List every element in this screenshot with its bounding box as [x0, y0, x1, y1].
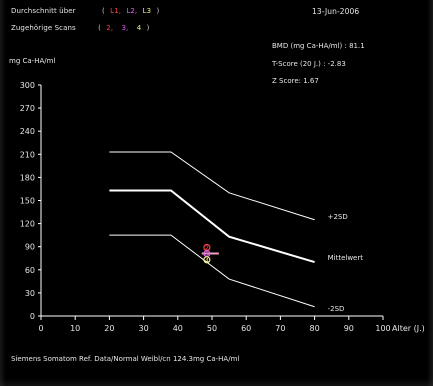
y-tick-label-300: 300: [20, 81, 35, 90]
y-tick-label-150: 150: [20, 197, 35, 206]
reference-curves: [109, 151, 315, 308]
x-tick-label-30: 30: [139, 324, 149, 333]
scan-markers: 234: [201, 243, 219, 264]
scans-label: Zugehörige Scans: [11, 24, 76, 32]
x-tick-label-20: 20: [104, 324, 114, 333]
scan-point-label-2: 2: [205, 245, 209, 252]
header-average-row: Durchschnitt über ( L1, L2, L3 ): [11, 7, 159, 15]
axes: mg Ca-HA/ml03060901201501802102402703000…: [9, 57, 425, 333]
scan-point-label-3: 3: [205, 251, 209, 258]
series-label-2: -2SD: [328, 305, 345, 313]
series-line-2: [109, 234, 315, 308]
x-tick-label-50: 50: [207, 324, 217, 333]
scan-point-label-4: 4: [205, 257, 209, 264]
y-tick-label-30: 30: [25, 289, 35, 298]
x-tick-label-100: 100: [375, 324, 390, 333]
y-tick-label-90: 90: [25, 243, 35, 252]
x-tick-label-60: 60: [241, 324, 251, 333]
open-paren: (: [101, 7, 105, 15]
x-axis-label: Alter (J.): [392, 324, 425, 333]
series-label-0: +2SD: [328, 213, 348, 221]
y-tick-label-270: 270: [20, 104, 35, 113]
y-tick-label-120: 120: [20, 220, 35, 229]
y-tick-label-60: 60: [25, 266, 35, 275]
header-date: 13-Jun-2006: [312, 7, 360, 16]
y-tick-label-210: 210: [20, 150, 35, 159]
close-paren: ): [146, 24, 150, 32]
scan-point-4: [203, 256, 211, 264]
x-tick-label-40: 40: [173, 324, 183, 333]
curve-labels: +2SD Mittelwert -2SD: [328, 213, 364, 313]
header-scans-row: Zugehörige Scans ( 2, 3, 4 ): [11, 24, 149, 32]
reference-footer: Siemens Somatom Ref. Data/Normal Weibl/c…: [11, 355, 240, 363]
x-tick-label-80: 80: [310, 324, 320, 333]
x-tick-label-10: 10: [70, 324, 80, 333]
tscore-value: T-Score (20 J.) : -2.83: [272, 60, 346, 68]
y-axis-label: mg Ca-HA/ml: [9, 57, 55, 65]
scan-value-4: 4: [136, 24, 142, 32]
y-tick-label-0: 0: [30, 312, 35, 321]
zscore-value: Z Score: 1.67: [272, 77, 319, 85]
average-label: Durchschnitt über: [11, 7, 76, 15]
y-tick-label-240: 240: [20, 127, 35, 136]
average-value-l1: L1,: [110, 7, 122, 15]
open-paren: (: [98, 24, 101, 32]
scan-value-2: 2,: [106, 24, 114, 32]
close-paren: ): [156, 7, 160, 15]
average-value-l3: L3: [142, 7, 152, 15]
bmd-value: BMD (mg Ca-HA/ml) : 81.1: [272, 42, 365, 50]
series-line-1: [109, 189, 315, 264]
x-tick-label-0: 0: [38, 324, 43, 333]
y-tick-label-180: 180: [20, 173, 35, 182]
x-tick-label-70: 70: [275, 324, 285, 333]
x-tick-label-90: 90: [344, 324, 354, 333]
series-label-1: Mittelwert: [328, 254, 364, 262]
scan-value-3: 3,: [121, 24, 129, 32]
average-value-l2: L2,: [126, 7, 138, 15]
series-line-0: [109, 151, 315, 221]
